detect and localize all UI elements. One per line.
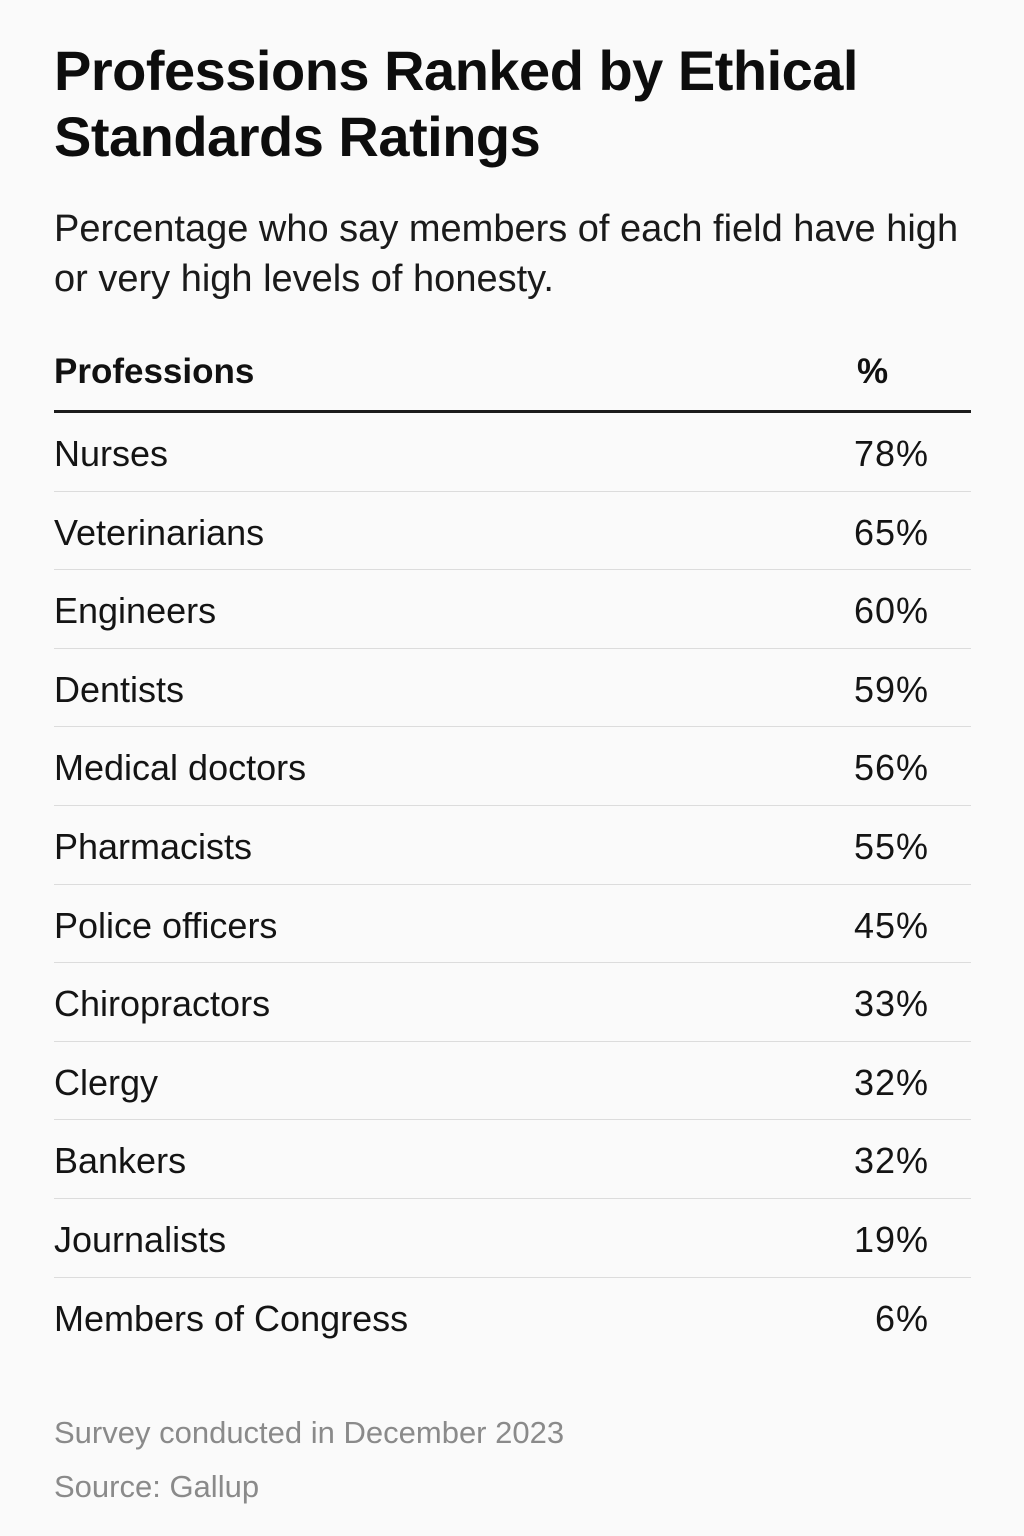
table-row: Dentists 59%	[54, 649, 971, 728]
source-note: Source: Gallup	[54, 1469, 260, 1504]
profession-name: Nurses	[54, 433, 169, 474]
percent-value: 60%	[853, 590, 929, 632]
profession-name: Clergy	[54, 1061, 159, 1103]
table-row: Pharmacists 55%	[54, 806, 971, 885]
table-row: Veterinarians 65%	[54, 492, 971, 571]
percent-value: 78%	[853, 433, 929, 474]
table-body: Nurses 78% Veterinarians 65% Engineers 60% Den…	[54, 413, 971, 1356]
percent-value: 45%	[853, 904, 929, 946]
profession-name: Dentists	[54, 668, 185, 710]
percent-value: 19%	[853, 1218, 929, 1260]
profession-name: Members of Congress	[54, 1297, 409, 1339]
data-table: Professions % Nurses 78% Veterinarians 65% E…	[54, 340, 971, 1356]
table-row: Nurses 78%	[54, 413, 971, 492]
profession-name: Chiropractors	[54, 983, 271, 1025]
profession-name: Veterinarians	[54, 511, 265, 553]
percent-value: 65%	[853, 511, 929, 553]
survey-note: Survey conducted in December 2023	[54, 1415, 565, 1450]
table-row: Chiropractors 33%	[54, 963, 971, 1042]
profession-name: Police officers	[54, 904, 278, 946]
chart-title: Professions Ranked by Ethical Standards …	[54, 39, 858, 168]
profession-name: Medical doctors	[54, 747, 307, 789]
profession-name: Journalists	[54, 1218, 227, 1260]
table-row: Bankers 32%	[54, 1120, 971, 1199]
table-row: Members of Congress 6%	[54, 1278, 971, 1357]
percent-value: 59%	[853, 668, 929, 710]
table-row: Police officers 45%	[54, 885, 971, 964]
profession-name: Bankers	[54, 1140, 187, 1182]
table-header: Professions %	[54, 340, 971, 413]
table-row: Clergy 32%	[54, 1042, 971, 1121]
table-row: Journalists 19%	[54, 1199, 971, 1278]
profession-name: Engineers	[54, 590, 217, 632]
chart-footer: Survey conducted in December 2023 Source…	[54, 1406, 564, 1514]
percent-value: 33%	[853, 983, 929, 1025]
profession-name: Pharmacists	[54, 825, 253, 867]
percent-value: 55%	[853, 825, 929, 867]
chart-subtitle: Percentage who say members of each field…	[54, 208, 959, 300]
percent-value: 32%	[853, 1061, 929, 1103]
percent-value: 32%	[853, 1140, 929, 1182]
table-row: Engineers 60%	[54, 570, 971, 649]
percent-value: 56%	[853, 747, 929, 789]
column-header-professions: Professions	[54, 352, 255, 391]
column-header-percent: %	[857, 352, 889, 391]
table-row: Medical doctors 56%	[54, 727, 971, 806]
percent-value: 6%	[874, 1297, 929, 1339]
